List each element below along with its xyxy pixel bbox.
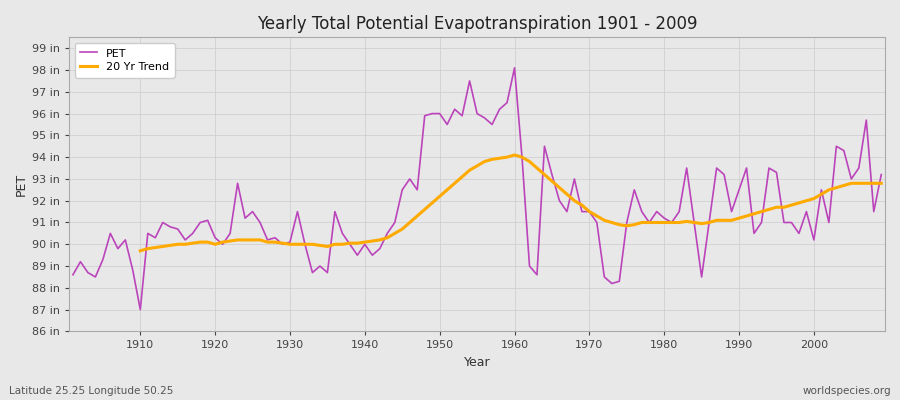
20 Yr Trend (524, 159, 535, 164)
Text: Latitude 25.25 Longitude 50.25: Latitude 25.25 Longitude 50.25 (9, 386, 174, 396)
20 Yr Trend (307, 242, 318, 247)
Line: 20 Yr Trend: 20 Yr Trend (140, 155, 881, 251)
20 Yr Trend (277, 241, 288, 246)
PET (614, 279, 625, 284)
PET (68, 272, 78, 277)
20 Yr Trend (824, 188, 834, 192)
PET (524, 264, 535, 268)
Legend: PET, 20 Yr Trend: PET, 20 Yr Trend (75, 43, 175, 78)
PET (300, 242, 310, 247)
20 Yr Trend (846, 181, 857, 186)
Text: worldspecies.org: worldspecies.org (803, 386, 891, 396)
PET (517, 155, 527, 160)
20 Yr Trend (135, 248, 146, 253)
PET (128, 268, 139, 273)
20 Yr Trend (509, 152, 520, 157)
PET (135, 307, 146, 312)
PET (345, 242, 356, 247)
20 Yr Trend (876, 181, 886, 186)
X-axis label: Year: Year (464, 356, 490, 369)
Line: PET: PET (73, 68, 881, 310)
PET (876, 172, 886, 177)
Title: Yearly Total Potential Evapotranspiration 1901 - 2009: Yearly Total Potential Evapotranspiratio… (256, 15, 698, 33)
20 Yr Trend (584, 209, 595, 214)
PET (509, 66, 520, 70)
Y-axis label: PET: PET (15, 173, 28, 196)
